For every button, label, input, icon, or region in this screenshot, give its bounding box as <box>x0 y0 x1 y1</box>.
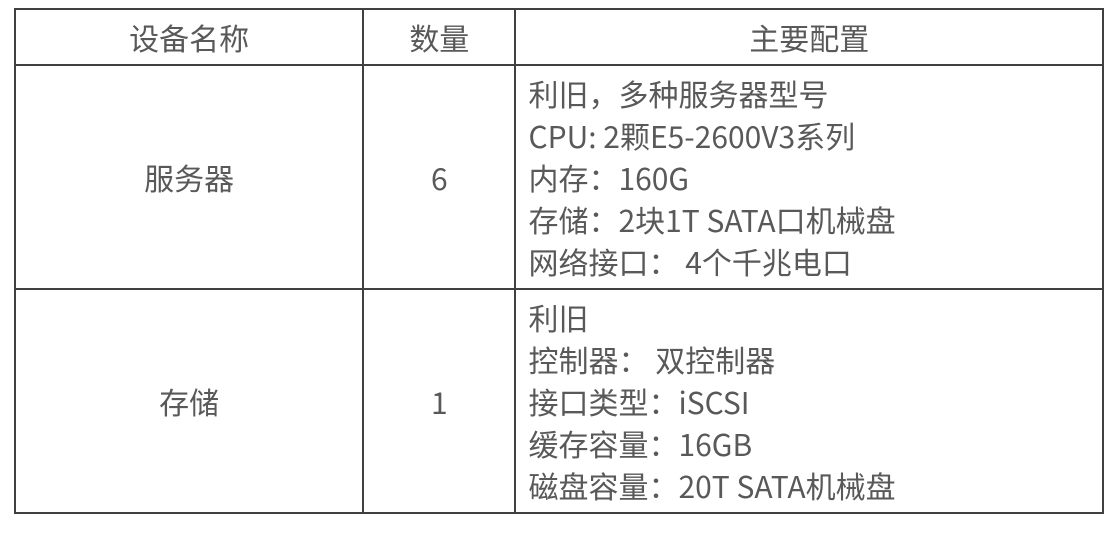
col-header-qty: 数量 <box>363 9 515 65</box>
config-line: 接口类型：iSCSI <box>528 380 1090 422</box>
table-row: 服务器 6 利旧，多种服务器型号CPU: 2颗E5-2600V3系列内存：160… <box>15 65 1103 289</box>
col-header-device-name: 设备名称 <box>15 9 363 65</box>
config-line: 利旧，多种服务器型号 <box>528 72 1090 114</box>
cell-config: 利旧，多种服务器型号CPU: 2颗E5-2600V3系列内存：160G存储：2块… <box>515 65 1103 289</box>
config-line: 网络接口： 4个千兆电口 <box>528 240 1090 282</box>
config-line: 控制器： 双控制器 <box>528 338 1090 380</box>
config-line: 磁盘容量：20T SATA机械盘 <box>528 464 1090 506</box>
config-line: 存储：2块1T SATA口机械盘 <box>528 198 1090 240</box>
cell-config: 利旧控制器： 双控制器接口类型：iSCSI缓存容量：16GB磁盘容量：20T S… <box>515 289 1103 513</box>
config-line: 缓存容量：16GB <box>528 422 1090 464</box>
equipment-spec-table: 设备名称 数量 主要配置 服务器 6 利旧，多种服务器型号CPU: 2颗E5-2… <box>14 8 1104 514</box>
cell-qty: 1 <box>363 289 515 513</box>
table-row: 存储 1 利旧控制器： 双控制器接口类型：iSCSI缓存容量：16GB磁盘容量：… <box>15 289 1103 513</box>
col-header-config: 主要配置 <box>515 9 1103 65</box>
table-header-row: 设备名称 数量 主要配置 <box>15 9 1103 65</box>
cell-device-name: 存储 <box>15 289 363 513</box>
cell-qty: 6 <box>363 65 515 289</box>
config-line: 内存：160G <box>528 156 1090 198</box>
cell-device-name: 服务器 <box>15 65 363 289</box>
config-line: 利旧 <box>528 296 1090 338</box>
config-line: CPU: 2颗E5-2600V3系列 <box>528 114 1090 156</box>
